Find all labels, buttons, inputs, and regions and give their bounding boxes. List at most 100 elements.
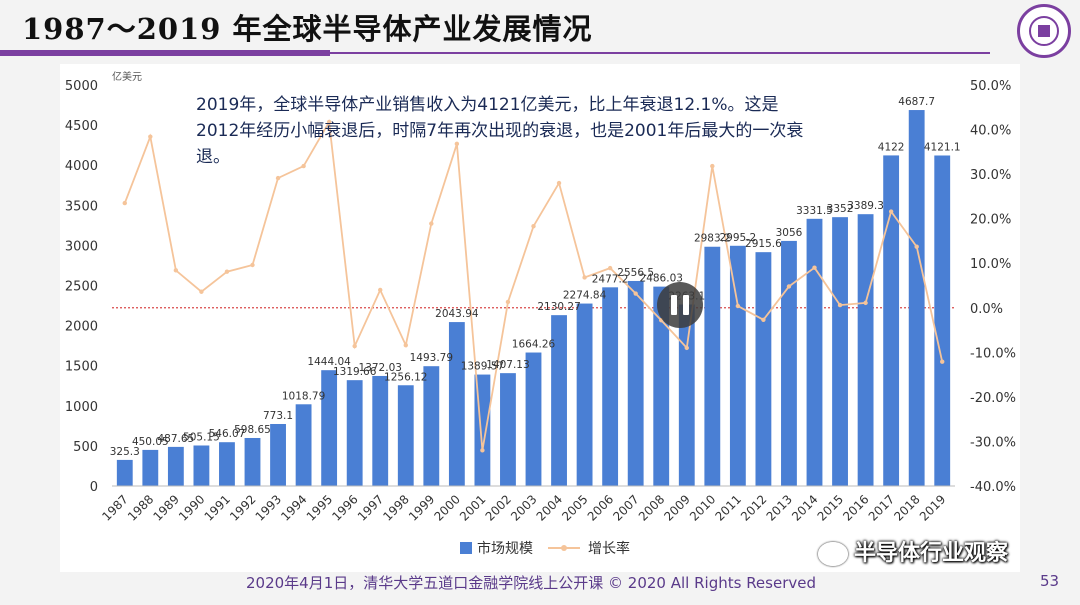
y-left-tick-label: 5000: [65, 79, 98, 94]
bar-market-size: [627, 280, 644, 486]
x-tick-label: 2008: [636, 492, 667, 523]
legend-swatch-bar: [460, 542, 472, 554]
bar-value-label: 2130.27: [537, 301, 580, 313]
x-tick-label: 1989: [150, 492, 181, 523]
x-tick-label: 2010: [687, 492, 718, 523]
growth-rate-point: [914, 244, 919, 249]
legend-label-market-size: 市场规模: [477, 540, 533, 557]
page-number: 53: [1040, 572, 1060, 590]
bar-value-label: 2915.6: [745, 238, 782, 250]
bar-market-size: [448, 322, 465, 486]
bar-market-size: [576, 303, 593, 486]
bar-market-size: [193, 445, 210, 486]
bar-market-size: [857, 214, 874, 486]
bar-market-size: [653, 286, 670, 486]
bar-market-size: [755, 252, 772, 486]
bar-value-label: 4687.7: [898, 96, 935, 108]
bar-market-size: [832, 217, 848, 486]
bar-value-label: 1256.12: [384, 371, 427, 383]
pause-bar-left: [671, 295, 677, 315]
annotation-text: 2019年，全球半导体产业销售收入为4121亿美元，比上年衰退12.1%。这是2…: [196, 95, 804, 167]
y-left-tick-label: 1000: [65, 400, 98, 415]
title-underline-bar: [0, 50, 330, 56]
bar-market-size: [602, 287, 619, 486]
x-tick-label: 2012: [738, 492, 769, 523]
bar-value-label: 2274.84: [563, 290, 607, 302]
bar-market-size: [142, 449, 159, 486]
growth-rate-point: [378, 287, 383, 293]
bar-market-size: [295, 404, 312, 486]
x-tick-label: 2011: [712, 492, 743, 523]
bar-value-label: 1319.66: [333, 366, 377, 378]
title-underline: [330, 52, 990, 54]
seal-core: [1038, 25, 1050, 37]
legend-swatch-marker: [561, 545, 567, 551]
bar-value-label: 2486.03: [640, 273, 683, 285]
bar-value-label: 1389.57: [461, 361, 504, 373]
bar-market-size: [806, 218, 823, 486]
bar-market-size: [500, 373, 516, 486]
y-left-tick-label: 0: [90, 480, 98, 495]
bar-value-label: 773.1: [263, 410, 293, 422]
growth-rate-point: [786, 284, 792, 289]
bar-value-label: 505.15: [183, 431, 220, 443]
y-left-tick-label: 3000: [65, 239, 98, 254]
growth-rate-point: [863, 300, 868, 306]
bar-market-size: [729, 245, 746, 486]
pause-button[interactable]: [657, 282, 703, 328]
growth-rate-point: [837, 302, 843, 308]
y-left-tick-label: 4000: [65, 159, 98, 174]
y-left-tick-label: 2500: [65, 280, 98, 295]
growth-rate-point: [429, 221, 434, 226]
x-tick-label: 2018: [891, 492, 922, 523]
growth-rate-point: [250, 262, 255, 268]
growth-rate-point: [275, 175, 281, 181]
bar-market-size: [244, 437, 261, 486]
x-tick-label: 2014: [789, 492, 820, 523]
x-tick-label: 2016: [840, 492, 871, 523]
growth-rate-point: [224, 269, 230, 274]
bar-market-size: [219, 442, 235, 486]
seal-inner-ring: [1029, 16, 1059, 46]
y-right-tick-label: -10.0%: [970, 346, 1016, 361]
growth-rate-point: [531, 224, 536, 229]
y-left-tick-label: 4500: [65, 119, 98, 134]
x-tick-label: 1996: [329, 492, 360, 523]
bar-market-size: [883, 155, 900, 487]
bar-value-label: 325.3: [110, 446, 140, 458]
y-right-tick-label: -20.0%: [970, 391, 1016, 406]
bar-value-label: 1407.13: [486, 359, 529, 371]
bar-value-label: 3352: [827, 203, 854, 215]
wechat-icon: [818, 542, 848, 566]
x-tick-label: 1990: [176, 492, 207, 523]
y-left-tick-label: 500: [73, 440, 98, 455]
x-tick-label: 2015: [815, 492, 846, 523]
bar-market-size: [423, 366, 440, 486]
y-left-tick-label: 3500: [65, 199, 98, 214]
slide-title: 1987～2019 年全球半导体产业发展情况: [22, 12, 593, 46]
growth-rate-point: [148, 134, 153, 139]
x-tick-label: 1997: [355, 492, 386, 523]
bar-market-size: [372, 375, 389, 486]
bar-value-label: 1372.03: [359, 362, 402, 374]
x-tick-label: 1999: [406, 492, 437, 523]
bar-market-size: [397, 385, 414, 486]
bar-market-size: [167, 446, 184, 486]
x-tick-label: 1993: [253, 492, 284, 523]
y-right-tick-label: -30.0%: [970, 435, 1016, 450]
growth-rate-point: [301, 163, 306, 169]
x-tick-label: 2006: [585, 492, 616, 523]
growth-rate-point: [761, 317, 766, 323]
bar-value-label: 2556.5: [617, 267, 654, 279]
y-right-tick-label: 50.0%: [970, 79, 1011, 94]
bar-value-label: 1493.79: [410, 352, 453, 364]
growth-rate-point: [480, 448, 485, 453]
x-tick-label: 2000: [431, 492, 462, 523]
growth-rate-point: [607, 265, 613, 271]
growth-rate-point: [710, 163, 715, 169]
y-right-tick-label: 10.0%: [970, 257, 1011, 272]
growth-rate-point: [352, 343, 357, 349]
footer-text: 2020年4月1日，清华大学五道口金融学院线上公开课 © 2020 All Ri…: [246, 574, 817, 592]
bar-value-label: 3056: [776, 227, 803, 239]
x-tick-label: 1994: [278, 492, 309, 523]
